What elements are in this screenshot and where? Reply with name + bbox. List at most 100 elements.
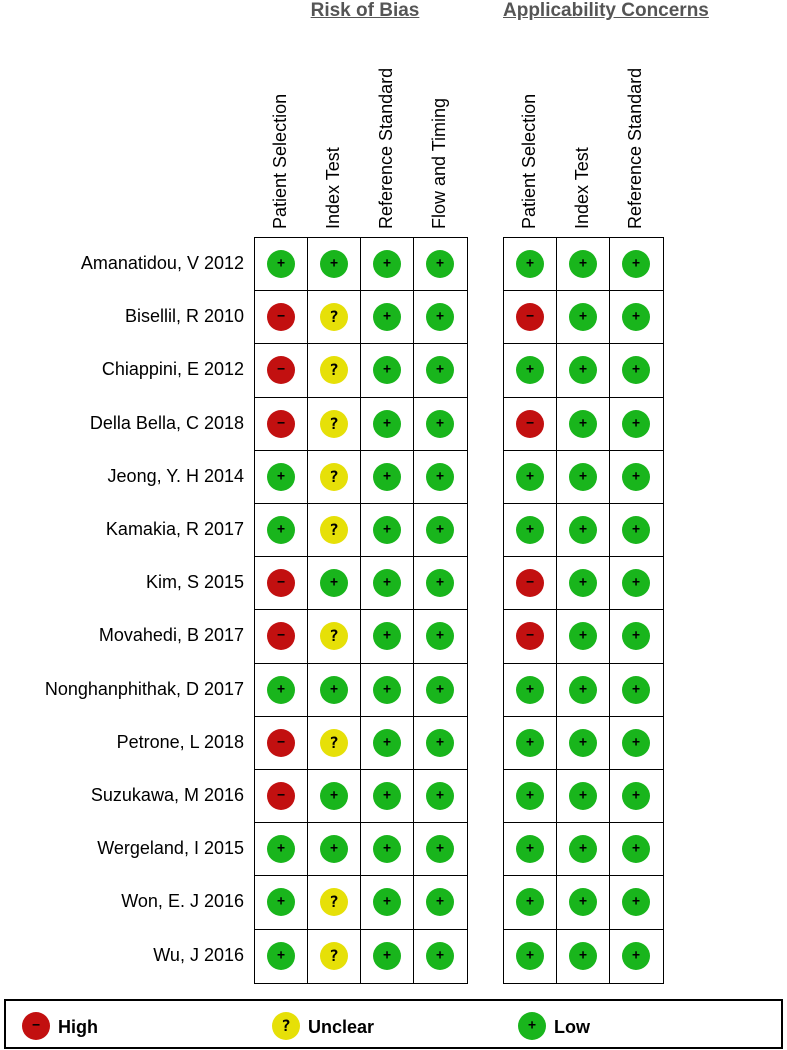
high-icon: − (516, 569, 544, 598)
column-header: Reference Standard (376, 67, 396, 229)
low-icon: + (622, 835, 650, 864)
low-icon: + (320, 782, 348, 811)
low-icon: + (426, 250, 454, 279)
low-icon: + (516, 675, 544, 704)
low-icon: + (426, 835, 454, 864)
low-icon: + (267, 888, 295, 917)
high-icon: − (516, 303, 544, 332)
grid-cell: + (361, 663, 414, 717)
legend: − High ? Unclear + Low (4, 999, 783, 1049)
grid-cell: + (414, 770, 467, 824)
low-icon: + (267, 250, 295, 279)
grid-cell: + (255, 823, 308, 877)
grid-cell: ? (308, 504, 361, 558)
grid-cell: + (414, 344, 467, 398)
low-icon: + (373, 675, 401, 704)
grid-cell: + (504, 823, 557, 877)
high-icon: − (267, 622, 295, 651)
high-icon: − (22, 1012, 50, 1040)
grid-cell: + (414, 664, 467, 717)
grid-cell: − (255, 610, 308, 664)
low-icon: + (320, 569, 348, 598)
unclear-icon: ? (320, 728, 348, 757)
grid-cell: + (504, 663, 557, 717)
column-header: Patient Selection (519, 93, 539, 229)
column-header: Index Test (572, 147, 592, 229)
low-icon: + (622, 728, 650, 757)
grid-cell: + (308, 557, 361, 611)
grid-cell: + (610, 930, 663, 983)
grid-cell: + (610, 291, 663, 345)
grid-cell: + (255, 504, 308, 558)
low-icon: + (373, 516, 401, 545)
low-icon: + (622, 622, 650, 651)
grid-cell: + (414, 504, 467, 558)
grid-cell: − (504, 610, 557, 664)
grid-cell: + (308, 770, 361, 824)
low-icon: + (569, 675, 597, 704)
low-icon: + (267, 835, 295, 864)
grid-cell: + (361, 450, 414, 504)
low-icon: + (569, 356, 597, 385)
low-icon: + (426, 516, 454, 545)
study-label: Suzukawa, M 2016 (90, 785, 244, 805)
study-label: Petrone, L 2018 (116, 731, 244, 752)
low-icon: + (516, 888, 544, 917)
low-icon: + (622, 782, 650, 811)
low-icon: + (569, 888, 597, 917)
low-icon: + (373, 409, 401, 438)
low-icon: + (373, 622, 401, 651)
low-icon: + (516, 728, 544, 757)
grid-cell: + (557, 291, 610, 345)
high-icon: − (516, 622, 544, 651)
low-icon: + (267, 675, 295, 704)
unclear-icon: ? (320, 303, 348, 332)
grid-cell: + (361, 770, 414, 824)
grid-cell: + (557, 397, 610, 451)
low-icon: + (622, 250, 650, 279)
grid-cell: + (361, 716, 414, 770)
low-icon: + (267, 941, 295, 970)
grid-cell: − (504, 291, 557, 345)
grid-cell: + (504, 344, 557, 398)
grid-cell: + (557, 663, 610, 717)
grid-cell: + (504, 238, 557, 292)
unclear-icon: ? (320, 409, 348, 438)
grid-cell: + (414, 876, 467, 930)
grid-cell: ? (308, 876, 361, 930)
grid-cell: + (414, 557, 467, 611)
unclear-icon: ? (320, 941, 348, 970)
grid-cell: + (414, 610, 467, 664)
grid-cell: + (361, 929, 414, 983)
low-icon: + (622, 409, 650, 438)
grid-cell: + (361, 557, 414, 611)
grid-cell: + (610, 238, 663, 292)
low-icon: + (569, 303, 597, 332)
grid-cell: − (255, 557, 308, 611)
low-icon: + (373, 941, 401, 970)
study-label: Della Bella, C 2018 (89, 412, 244, 433)
low-icon: + (622, 675, 650, 704)
study-label: Wu, J 2016 (153, 944, 244, 965)
low-icon: + (426, 675, 454, 704)
high-icon: − (267, 782, 295, 811)
grid-cell: + (308, 663, 361, 717)
high-icon: − (267, 356, 295, 385)
grid-cell: + (255, 663, 308, 717)
grid-cell: + (414, 398, 467, 451)
grid-cell: − (504, 397, 557, 451)
study-label: Kim, S 2015 (145, 572, 244, 593)
grid-cell: + (361, 397, 414, 451)
unclear-icon: ? (320, 622, 348, 651)
low-icon: + (516, 941, 544, 970)
low-icon: + (569, 782, 597, 811)
high-icon: − (516, 409, 544, 438)
grid-cell: + (414, 930, 467, 983)
high-icon: − (267, 569, 295, 598)
low-icon: + (516, 462, 544, 491)
grid-cell: + (414, 451, 467, 504)
low-icon: + (320, 250, 348, 279)
low-icon: + (373, 782, 401, 811)
grid-cell: + (504, 876, 557, 930)
low-icon: + (569, 409, 597, 438)
